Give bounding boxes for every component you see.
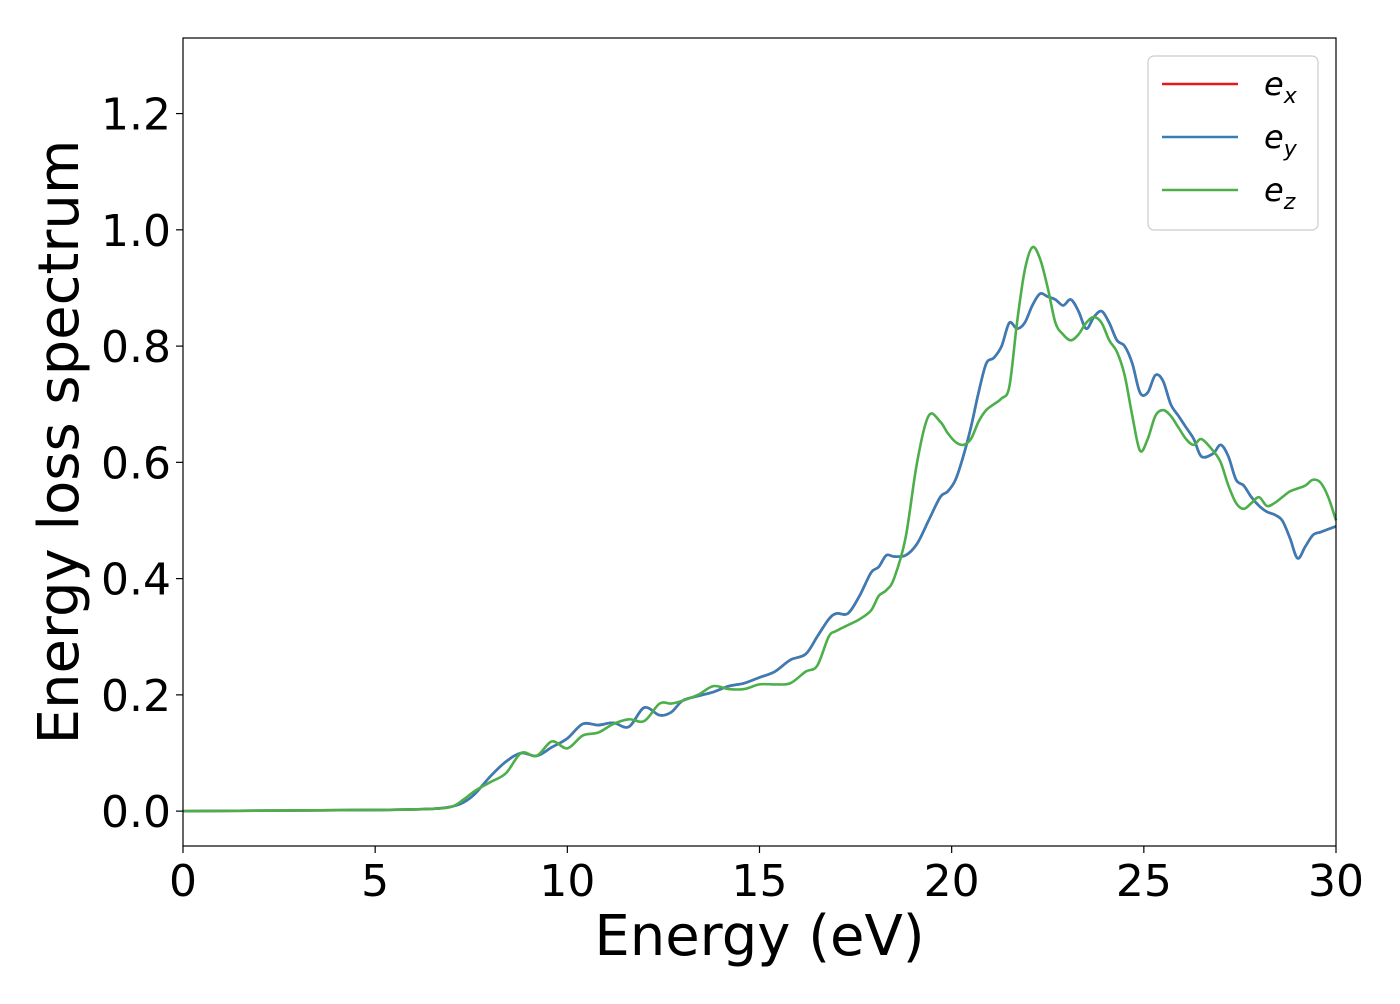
legend-label-x: ex	[1264, 65, 1298, 109]
legend-label-y: ey	[1264, 118, 1298, 162]
y-tick-label: 0.0	[101, 787, 171, 838]
x-tick-label: 20	[924, 856, 980, 907]
series-layer	[182, 245, 1338, 813]
series-line-x	[182, 292, 1337, 813]
x-tick-label: 0	[169, 856, 197, 907]
y-tick-label: 1.0	[101, 206, 171, 257]
y-tick-label: 0.8	[101, 322, 171, 373]
x-tick-label: 25	[1116, 856, 1172, 907]
series-line-z	[182, 245, 1338, 813]
series-line-y	[182, 292, 1337, 813]
x-tick-label: 5	[361, 856, 389, 907]
legend-box	[1147, 55, 1319, 231]
y-tick-label: 0.6	[101, 438, 171, 489]
y-axis-label: Energy loss spectrum	[27, 140, 92, 745]
y-tick-label: 0.4	[101, 555, 171, 606]
x-axis-label: Energy (eV)	[594, 904, 924, 969]
x-tick-label: 15	[732, 856, 788, 907]
legend-label-z: ez	[1264, 171, 1296, 215]
x-tick-label: 10	[539, 856, 595, 907]
legend: ex ey ez	[1147, 55, 1319, 231]
y-tick-label: 1.2	[101, 90, 171, 141]
x-tick-label: 30	[1308, 856, 1364, 907]
y-tick-label: 0.2	[101, 671, 171, 722]
tick-layer: 0 5 10 15 20 25 30 0.0 0.2 0.4 0.6 0.8 1.0 1.2	[101, 90, 1364, 907]
